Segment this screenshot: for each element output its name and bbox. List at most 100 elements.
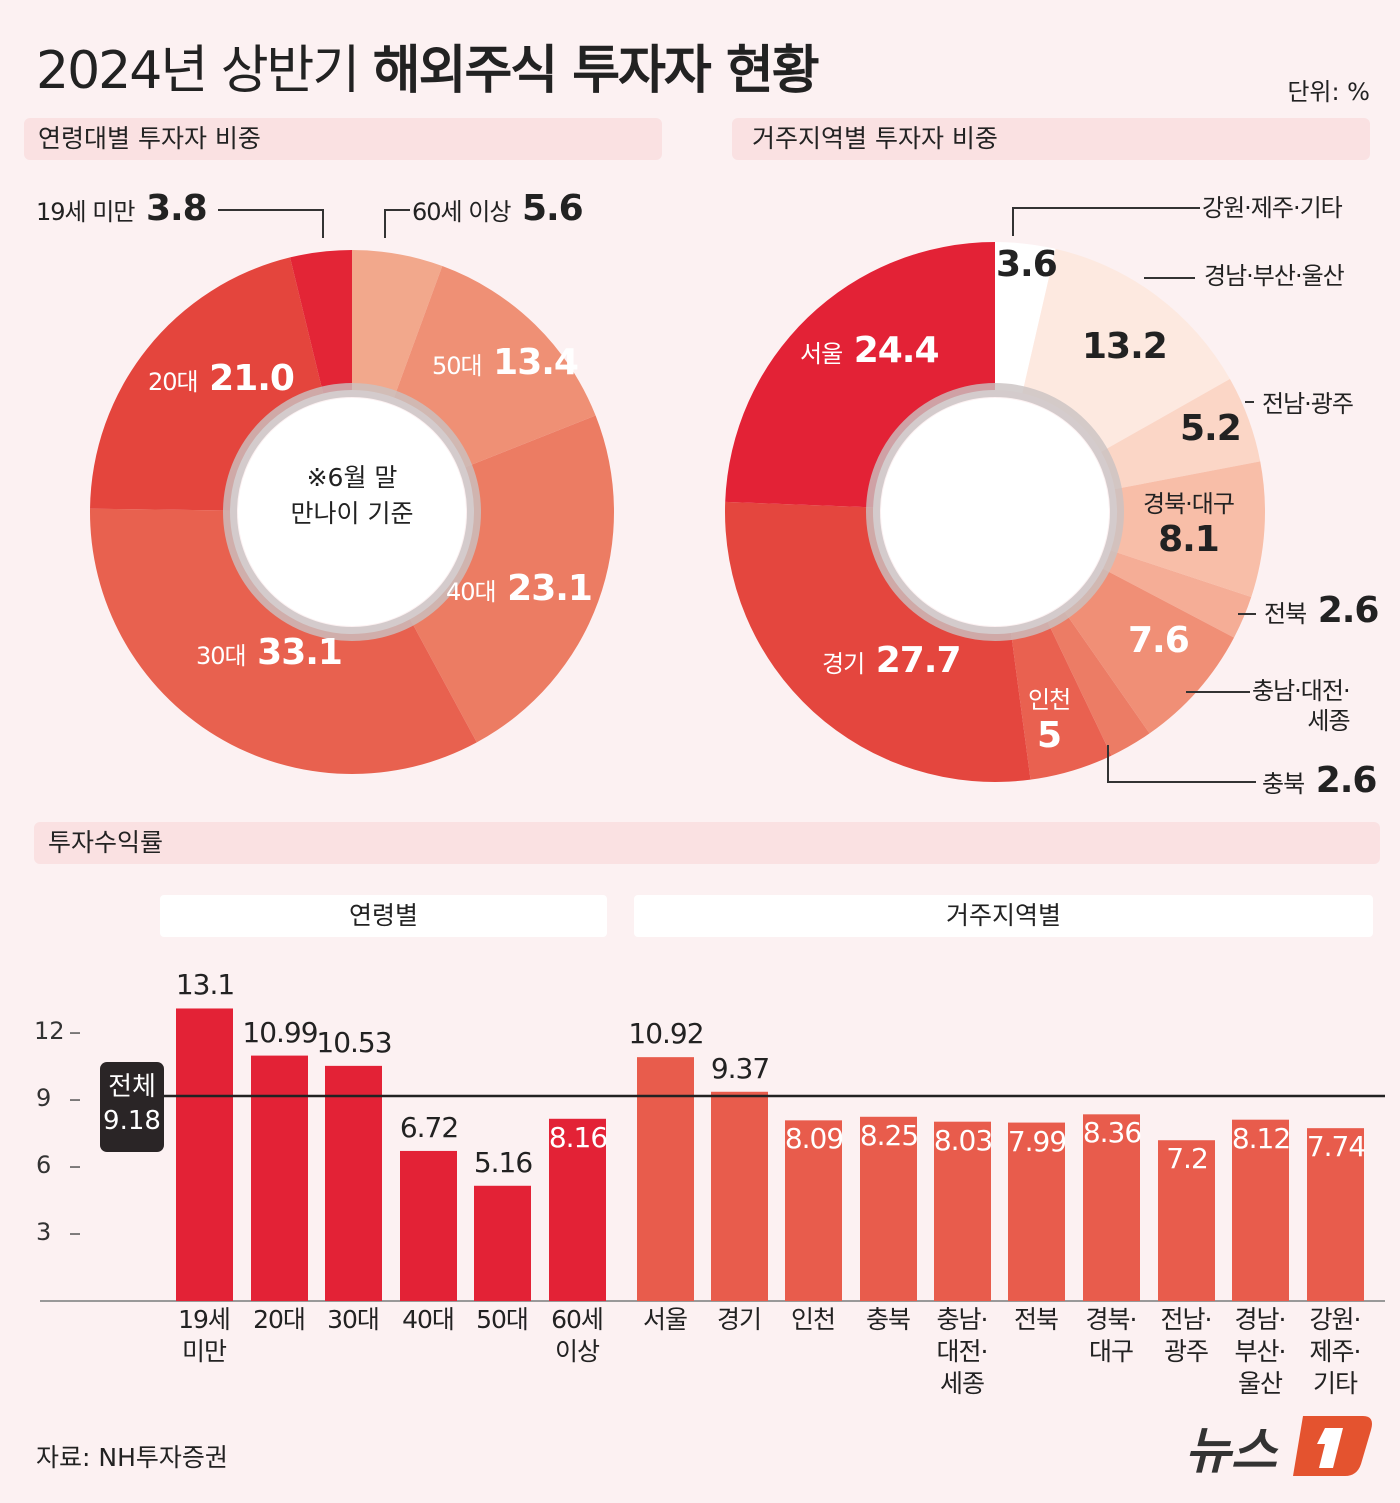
- pie-label-전남-광주: 전남·광주: [1262, 384, 1354, 419]
- bar-60세-이상: [549, 1118, 606, 1301]
- x-tick-label: 전북: [1013, 1305, 1059, 1334]
- x-tick-label: 30대: [327, 1305, 380, 1334]
- pie-label-name: 20대: [148, 368, 199, 396]
- title-bold: 해외주식 투자자 현황: [372, 41, 820, 101]
- total-reference-badge: 전체 9.18: [100, 1062, 164, 1152]
- pie-label-20대: 20대 21.0: [148, 358, 295, 399]
- pie-label-서울: 서울 24.4: [800, 330, 940, 371]
- slice-경기: [725, 501, 1031, 782]
- pie-label-value: 7.6: [1128, 620, 1190, 661]
- pie-label-name: 경북·대구: [1143, 490, 1235, 518]
- pie-label-19세-미만: 19세 미만 3.8: [36, 188, 208, 229]
- pie-label-name: 강원·제주·기타: [1202, 194, 1343, 222]
- slice-강원-제주-기타: [995, 242, 1056, 394]
- pie-label-name: 60세 이상: [412, 198, 511, 226]
- donut-inner-ring: [866, 383, 1124, 641]
- bar-서울: [637, 1057, 694, 1301]
- bar-40대: [400, 1150, 457, 1301]
- bar-value-label: 8.36: [1082, 1116, 1142, 1150]
- x-tick-label: 전남· 광주: [1160, 1305, 1213, 1366]
- x-tick-label: 경기: [716, 1305, 762, 1334]
- bar-value-label: 10.99: [242, 1015, 318, 1049]
- bar-value-label: 8.09: [784, 1122, 844, 1156]
- bar-value-label: 8.03: [933, 1123, 993, 1157]
- bar-value-label: 10.92: [628, 1017, 704, 1051]
- bar-전남--광주: [1158, 1140, 1215, 1301]
- leader-line: [384, 209, 410, 238]
- pie-label-value: 24.4: [842, 330, 940, 371]
- bar-value-label: 7.2: [1166, 1142, 1209, 1176]
- pie-label-50대: 50대 13.4: [432, 342, 579, 383]
- slice-20대: [90, 257, 324, 511]
- pie-label-value: 13.4: [481, 342, 579, 383]
- pie-label-name: 충북: [1262, 770, 1305, 798]
- x-tick-label: 19세 미만: [178, 1305, 231, 1366]
- region-group-header: 거주지역별: [634, 895, 1373, 937]
- pie-label-인천: 인천 5: [1028, 680, 1071, 756]
- pie-label-name: 30대: [196, 642, 247, 670]
- bar-value-label: 7.99: [1007, 1124, 1067, 1158]
- bar-경기: [711, 1091, 768, 1301]
- bar-value-label: 8.16: [548, 1120, 608, 1154]
- pie-label-name: 경남·부산·울산: [1204, 262, 1345, 290]
- y-tick-label: 9: [36, 1084, 52, 1113]
- bar-value-label: 10.53: [316, 1025, 392, 1059]
- bar-value-label: 13.1: [175, 968, 235, 1002]
- slice-40대: [410, 415, 614, 743]
- bar-충남--대전--세종: [934, 1121, 991, 1301]
- pie-label-value: 2.6: [1306, 590, 1380, 631]
- pie-label-60세-이상: 60세 이상 5.6: [412, 188, 584, 229]
- pie-label-value: 3.8: [134, 188, 208, 229]
- pie-label-전남-광주: 5.2: [1180, 408, 1242, 449]
- pie-label-name: 40대: [446, 578, 497, 606]
- svg-text:뉴스: 뉴스: [1185, 1422, 1279, 1480]
- pie-label-value: 13.2: [1082, 326, 1168, 367]
- pie-label-name: 전북: [1264, 600, 1307, 628]
- x-tick-label: 경북· 대구: [1085, 1305, 1138, 1366]
- pie-label-name: 전남·광주: [1262, 390, 1354, 418]
- pie-label-name: 서울: [800, 340, 843, 368]
- bar-경남--부산--울산: [1232, 1119, 1289, 1301]
- donut-inner-ring: [223, 383, 481, 641]
- pie-label-name: 19세 미만: [36, 198, 135, 226]
- news1-logo: 뉴스: [1185, 1410, 1375, 1480]
- slice-30대: [89, 508, 477, 774]
- page-title: 2024년 상반기 해외주식 투자자 현황: [36, 28, 820, 103]
- pie-label-value: 21.0: [197, 358, 295, 399]
- return-section-header: 투자수익률: [34, 822, 1380, 864]
- total-label: 전체: [108, 1072, 156, 1102]
- pie-label-강원-제주-기타: 강원·제주·기타: [1202, 188, 1343, 223]
- bar-19세-미만: [176, 1008, 233, 1301]
- x-tick-label: 강원· 제주· 기타: [1309, 1305, 1362, 1398]
- bar-value-label: 7.74: [1306, 1130, 1366, 1164]
- age-group-header: 연령별: [160, 895, 607, 937]
- bar-전북: [1008, 1122, 1065, 1301]
- leader-line: [1107, 745, 1256, 783]
- pie-label-전북: 전북 2.6: [1264, 590, 1380, 631]
- bar-value-label: 8.12: [1231, 1121, 1291, 1155]
- source-note: 자료: NH투자증권: [36, 1443, 228, 1472]
- bar-경북--대구: [1083, 1114, 1140, 1301]
- pie-label-충남-대전-세종: 충남·대전· 세종: [1252, 676, 1351, 736]
- x-tick-label: 경남· 부산· 울산: [1234, 1305, 1287, 1398]
- pie-label-강원-제주-기타: 3.6: [996, 244, 1058, 285]
- pie-label-name: 인천: [1028, 686, 1071, 714]
- slice-60세-이상: [352, 250, 443, 398]
- pie-label-value: 8.1: [1158, 519, 1220, 560]
- donut-center: [881, 398, 1109, 626]
- pie-label-40대: 40대 23.1: [446, 568, 593, 609]
- bar-value-label: 9.37: [710, 1051, 770, 1085]
- y-tick-label: 3: [36, 1218, 52, 1246]
- slice-19세-미만: [290, 250, 352, 394]
- note-line: 만나이 기준: [290, 499, 414, 528]
- x-tick-label: 서울: [642, 1305, 688, 1334]
- pie-label-value: 5.6: [510, 188, 584, 229]
- pie-label-경기: 경기 27.7: [822, 640, 962, 681]
- bar-충북: [860, 1116, 917, 1301]
- leader-line: [218, 209, 324, 238]
- x-tick-label: 40대: [402, 1305, 455, 1334]
- slice-전북: [1102, 550, 1252, 638]
- pie-label-경북-대구: 경북·대구 8.1: [1143, 484, 1235, 560]
